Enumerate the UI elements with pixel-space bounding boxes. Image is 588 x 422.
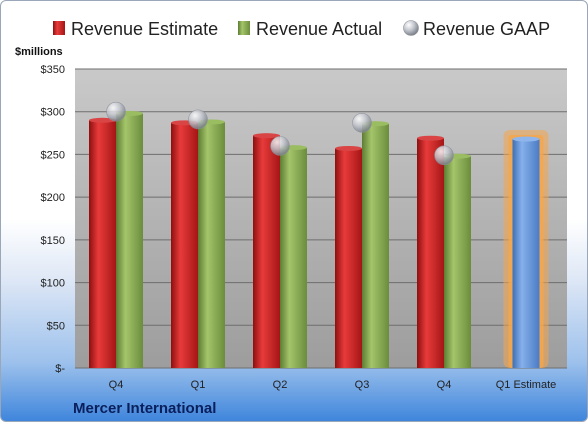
x-tick-label: Q2 bbox=[273, 379, 288, 391]
legend-item: Revenue GAAP bbox=[403, 19, 550, 39]
bar-revenue-estimate bbox=[89, 120, 116, 368]
point-revenue-gaap bbox=[434, 145, 454, 166]
y-tick-label: $50 bbox=[47, 320, 65, 332]
y-tick-label: $150 bbox=[41, 235, 65, 247]
bar-revenue-estimate-cap bbox=[335, 145, 362, 151]
y-tick-label: $300 bbox=[41, 107, 65, 119]
point-revenue-gaap bbox=[352, 113, 372, 133]
y-tick-label: $200 bbox=[41, 192, 65, 204]
bar-revenue-estimate bbox=[253, 135, 280, 368]
x-tick-label: Q4 bbox=[437, 379, 452, 391]
bar-revenue-actual bbox=[116, 113, 143, 369]
x-tick-label: Q3 bbox=[355, 379, 370, 391]
legend-swatch bbox=[403, 20, 419, 36]
legend-label: Revenue Actual bbox=[256, 19, 382, 39]
company-name: Mercer International bbox=[73, 400, 216, 417]
y-tick-label: $350 bbox=[41, 64, 65, 76]
legend-item: Revenue Actual bbox=[238, 19, 382, 39]
bar-revenue-actual bbox=[444, 156, 471, 368]
legend-swatch bbox=[53, 21, 65, 35]
x-tick-label: Q1 Estimate bbox=[496, 379, 557, 391]
plot-area: $- $50 $100 $150 $200 $250 $300 $350 Q4 Q1 Q2 Q3 Q4 Q… bbox=[41, 64, 567, 391]
y-tick-label: $100 bbox=[41, 278, 65, 290]
legend-item: Revenue Estimate bbox=[53, 19, 218, 39]
bar-revenue-estimate-cap bbox=[417, 135, 444, 141]
legend: Revenue Estimate Revenue Actual Revenue GA… bbox=[53, 19, 550, 39]
point-revenue-gaap bbox=[188, 109, 208, 130]
bar-revenue-actual bbox=[280, 147, 307, 368]
bar-next-quarter-estimate-cap bbox=[512, 136, 540, 142]
legend-swatch bbox=[238, 21, 250, 35]
x-tick-label: Q4 bbox=[109, 379, 124, 391]
bar-revenue-estimate-cap bbox=[253, 133, 280, 139]
x-tick-label: Q1 bbox=[191, 379, 206, 391]
y-tick-label: $250 bbox=[41, 149, 65, 161]
legend-label: Revenue Estimate bbox=[71, 19, 218, 39]
bar-revenue-estimate-cap bbox=[89, 117, 116, 123]
y-tick-label: $- bbox=[55, 363, 65, 375]
point-revenue-gaap bbox=[270, 136, 290, 156]
bar-revenue-estimate bbox=[171, 122, 198, 368]
legend-label: Revenue GAAP bbox=[423, 19, 550, 39]
bar-next-quarter-estimate bbox=[512, 139, 540, 368]
point-revenue-gaap bbox=[106, 101, 126, 122]
bar-revenue-actual bbox=[362, 123, 389, 368]
bar-revenue-estimate bbox=[335, 148, 362, 368]
plot-background bbox=[75, 69, 567, 368]
y-axis-unit-label: $millions bbox=[15, 46, 63, 58]
bar-revenue-estimate bbox=[417, 138, 444, 368]
bar-revenue-actual bbox=[198, 121, 225, 368]
